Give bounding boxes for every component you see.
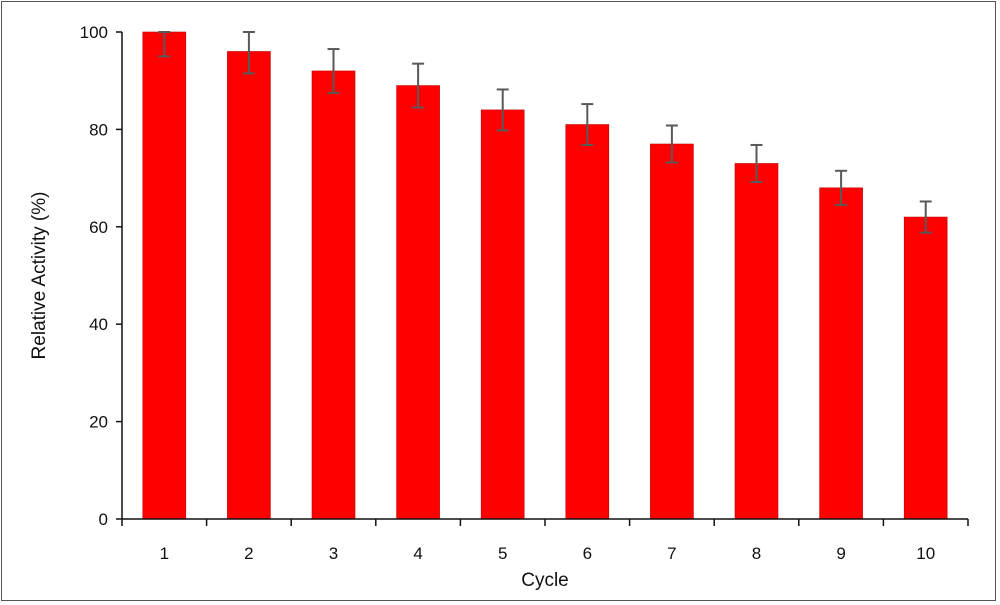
x-ticks: 1 2 3 4 5 6 7 8 9 10 (121, 519, 969, 563)
bar-cycle-2 (227, 51, 271, 520)
x-tick-label: 3 (329, 544, 338, 563)
x-tick-label: 9 (836, 544, 845, 563)
bar-cycle-8 (734, 163, 779, 520)
y-tick-label: 20 (89, 413, 108, 432)
error-bar-cycle-5 (496, 88, 509, 132)
bar-cycle-9 (819, 187, 863, 520)
y-tick-label: 0 (99, 510, 108, 529)
error-bar-cycle-3 (327, 48, 340, 94)
bar-cycle-1 (142, 31, 187, 520)
error-bar-cycle-7 (665, 124, 678, 164)
bar-cycle-6 (565, 124, 610, 520)
x-tick-label: 5 (498, 544, 507, 563)
bar-cycle-7 (650, 143, 694, 520)
bar-cycle-3 (311, 70, 356, 520)
x-tick-label: 8 (752, 544, 761, 563)
y-tick-label: 80 (89, 120, 108, 139)
error-bar-cycle-8 (750, 143, 763, 183)
bar-cycle-5 (480, 109, 525, 520)
error-bar-cycle-9 (835, 169, 848, 206)
bar-cycle-10 (903, 216, 948, 520)
y-ticks: 0 20 40 60 80 100 (80, 23, 122, 529)
x-tick-label: 2 (244, 544, 253, 563)
x-tick-label: 4 (413, 544, 422, 563)
x-tick-label: 1 (160, 544, 169, 563)
x-tick-label: 7 (667, 544, 676, 563)
error-bar-cycle-6 (581, 103, 594, 146)
error-bar-cycle-4 (412, 62, 425, 109)
x-tick-label: 10 (916, 544, 935, 563)
bars-layer (142, 31, 948, 520)
y-axis-title: Relative Activity (%) (29, 192, 50, 360)
error-bars-layer (158, 31, 932, 234)
x-tick-label: 6 (583, 544, 592, 563)
bar-cycle-4 (396, 85, 440, 520)
x-axis-title: Cycle (521, 570, 569, 591)
error-bar-cycle-10 (919, 200, 932, 234)
y-tick-label: 60 (89, 218, 108, 237)
error-bar-cycle-1 (158, 31, 171, 58)
y-tick-label: 40 (89, 315, 108, 334)
error-bar-cycle-2 (242, 31, 255, 75)
y-tick-label: 100 (80, 23, 108, 42)
